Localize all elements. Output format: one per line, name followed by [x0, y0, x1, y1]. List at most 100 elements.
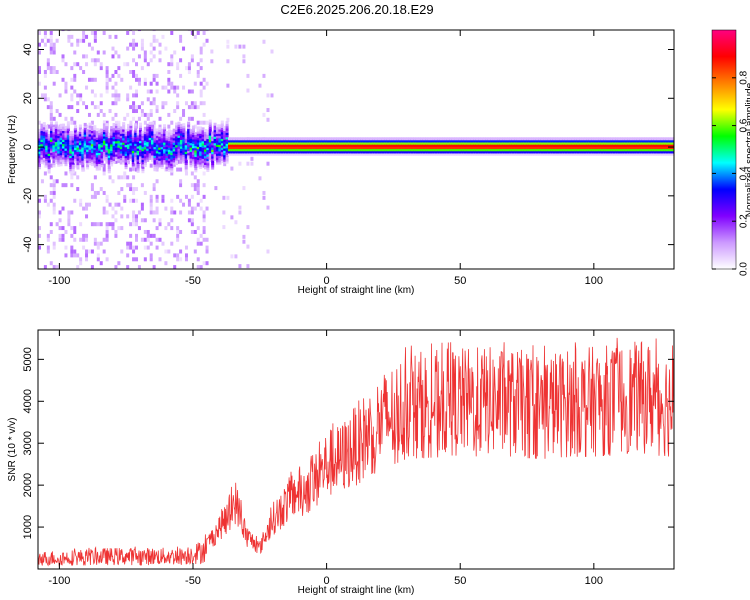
heatmap-cell [430, 143, 434, 147]
heatmap-cell [391, 143, 395, 147]
heatmap-cell [90, 125, 94, 129]
heatmap-cell [117, 202, 121, 207]
heatmap-cell [492, 150, 496, 154]
heatmap-cell [151, 121, 155, 125]
heatmap-cell [182, 156, 186, 160]
heatmap-cell [213, 151, 217, 155]
heatmap-cell [297, 141, 301, 145]
heatmap-cell [132, 187, 136, 192]
heatmap-cell [112, 140, 116, 144]
heatmap-cell [249, 146, 253, 150]
heatmap-cell [149, 253, 153, 258]
heatmap-cell [297, 150, 301, 154]
heatmap-cell [283, 139, 287, 143]
heatmap-cell [222, 225, 226, 230]
heatmap-cell [663, 141, 667, 145]
heatmap-cell [83, 142, 87, 146]
heatmap-cell [199, 148, 203, 152]
heatmap-cell [49, 198, 53, 203]
heatmap-cell [105, 147, 109, 151]
heatmap-cell [202, 237, 206, 242]
heatmap-cell [143, 150, 147, 154]
heatmap-cell [533, 137, 537, 141]
heatmap-cell [521, 148, 525, 152]
heatmap-cell [105, 142, 109, 146]
heatmap-cell [511, 148, 515, 152]
heatmap-cell [112, 147, 116, 151]
heatmap-cell [66, 123, 70, 127]
heatmap-cell [152, 120, 156, 125]
heatmap-cell [242, 143, 246, 147]
heatmap-cell [307, 148, 311, 152]
heatmap-cell [52, 245, 56, 250]
heatmap-cell [531, 146, 535, 150]
heatmap-cell [172, 152, 176, 156]
heatmap-cell [266, 148, 270, 152]
heatmap-cell [326, 148, 330, 152]
heatmap-cell [187, 152, 191, 156]
heatmap-cell [135, 167, 139, 172]
heatmap-cell [47, 148, 51, 152]
heatmap-cell [152, 265, 156, 269]
heatmap-cell [345, 143, 349, 147]
heatmap-cell [132, 101, 136, 106]
heatmap-cell [64, 125, 68, 129]
heatmap-cell [95, 156, 99, 160]
heatmap-cell [95, 147, 99, 151]
heatmap-cell [437, 148, 441, 152]
heatmap-cell [264, 152, 268, 156]
heatmap-cell [141, 132, 145, 136]
heatmap-cell [372, 148, 376, 152]
heatmap-cell [73, 62, 77, 67]
heatmap-cell [478, 141, 482, 145]
heatmap-cell [226, 39, 230, 44]
heatmap-cell [205, 245, 209, 250]
heatmap-cell [153, 159, 157, 163]
heatmap-cell [600, 150, 604, 154]
heatmap-cell [76, 151, 80, 155]
heatmap-cell [526, 139, 530, 143]
heatmap-cell [54, 128, 58, 132]
heatmap-cell [70, 175, 74, 180]
heatmap-cell [71, 152, 75, 156]
colorbar-tick-label: 0.6 [739, 118, 750, 132]
heatmap-cell [201, 133, 205, 137]
heatmap-cell [93, 153, 97, 157]
heatmap-cell [78, 157, 82, 161]
heatmap-cell [139, 127, 143, 131]
heatmap-cell [444, 143, 448, 147]
heatmap-cell [88, 129, 92, 133]
heatmap-cell [40, 149, 44, 153]
heatmap-cell [396, 150, 400, 154]
heatmap-cell [384, 146, 388, 150]
heatmap-cell [220, 131, 224, 135]
heatmap-cell [521, 152, 525, 156]
heatmap-cell [170, 143, 174, 147]
heatmap-cell [579, 141, 583, 145]
heatmap-cell [636, 148, 640, 152]
heatmap-cell [292, 137, 296, 141]
heatmap-cell [70, 233, 74, 238]
heatmap-cell [415, 137, 419, 141]
heatmap-cell [114, 159, 118, 164]
heatmap-cell [74, 142, 78, 146]
heatmap-cell [516, 139, 520, 143]
heatmap-cell [644, 148, 648, 152]
heatmap-cell [88, 146, 92, 150]
heatmap-cell [117, 151, 121, 155]
heatmap-cell [249, 137, 253, 141]
heatmap-cell [528, 148, 532, 152]
heatmap-cell [82, 245, 86, 250]
heatmap-cell [90, 249, 94, 254]
heatmap-cell [182, 129, 186, 133]
heatmap-cell [550, 146, 554, 150]
heatmap-cell [61, 183, 65, 188]
heatmap-cell [165, 159, 169, 163]
heatmap-cell [292, 141, 296, 145]
heatmap-cell [401, 150, 405, 154]
heatmap-cell [136, 165, 140, 169]
heatmap-cell [264, 137, 268, 141]
heatmap-cell [651, 143, 655, 147]
heatmap-cell [420, 137, 424, 141]
heatmap-cell [232, 137, 236, 141]
